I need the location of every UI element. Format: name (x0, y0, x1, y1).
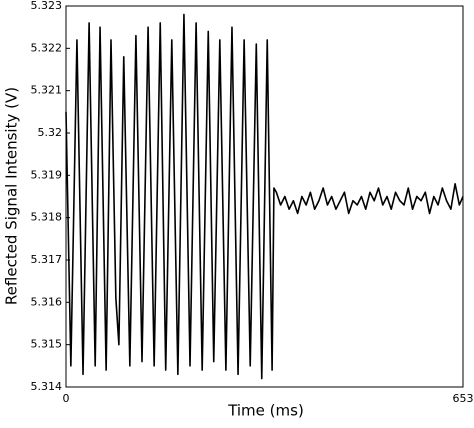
x-tick-label: 0 (63, 392, 70, 405)
y-tick-label: 5.323 (31, 0, 63, 12)
y-tick-label: 5.321 (31, 84, 63, 97)
x-tick-label: 653 (453, 392, 474, 405)
y-tick-label: 5.318 (31, 211, 63, 224)
y-axis-title: Reflected Signal Intensity (V) (3, 87, 21, 305)
y-tick-label: 5.322 (31, 41, 63, 54)
x-axis-title: Time (ms) (227, 402, 304, 420)
y-tick-label: 5.317 (31, 253, 63, 266)
line (65, 13, 464, 380)
y-tick-label: 5.32 (38, 126, 63, 139)
y-tick-label: 5.316 (31, 295, 63, 308)
y-tick-label: 5.314 (31, 380, 63, 393)
y-tick-label: 5.315 (31, 338, 63, 351)
y-tick-label: 5.319 (31, 168, 63, 181)
